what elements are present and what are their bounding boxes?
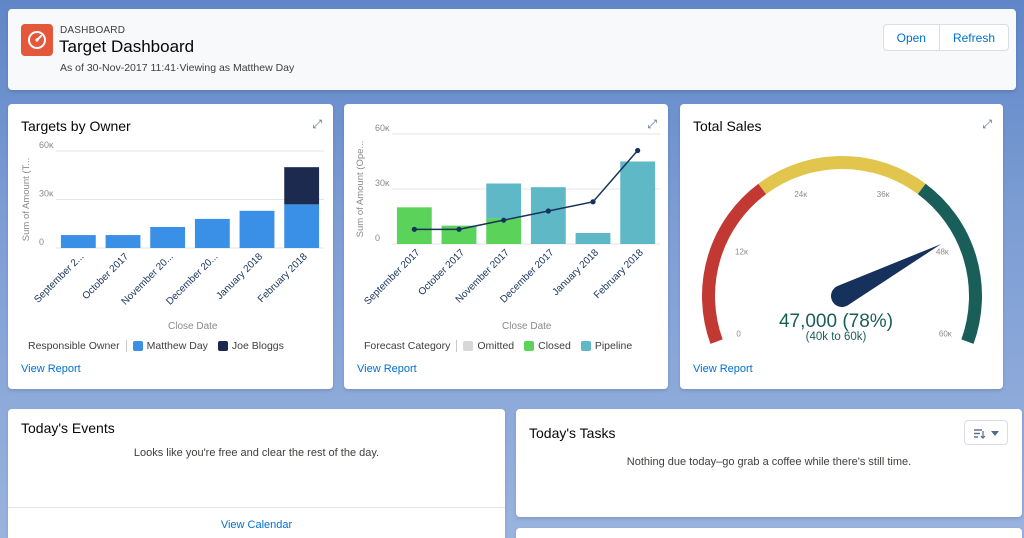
task-filter-button[interactable] [964,420,1008,445]
y-axis-title: Sum of Amount (T... [21,158,32,241]
total-sales-card: Total Sales ⤢ 0 12ĸ 24ĸ 36ĸ 48ĸ 60ĸ 47,000 (78… [680,104,1003,389]
bar-pipeline [620,161,656,244]
refresh-button[interactable]: Refresh [938,25,1008,50]
todays-tasks-card: Today's Tasks Nothing due today–go grab … [516,409,1022,517]
gauge-value: 47,000 (78%) [779,311,893,332]
tasks-empty-message: Nothing due today–go grab a coffee while… [626,456,912,468]
gauge-tick-label: 36ĸ [877,190,891,199]
trend-point [635,147,641,154]
gauge-band [702,183,767,344]
gauge-tick-label: 24ĸ [794,190,808,199]
y-tick-label: 60ĸ [39,140,54,150]
legend-label: Closed [538,340,571,352]
dashboard-header: DASHBOARD Target Dashboard As of 30-Nov-… [8,9,1016,90]
y-tick-label: 30ĸ [375,178,390,188]
bar-pipeline [486,183,522,219]
gauge-tick-label: 48ĸ [936,247,950,256]
bar-matthew-day [239,210,275,248]
card-title: Today's Tasks [529,425,616,441]
legend-label: Omitted [477,340,515,352]
legend-label: Matthew Day [146,340,208,352]
card-title: Total Sales [693,118,762,134]
todays-events-card: Today's Events Looks like you're free an… [8,409,505,538]
targets-by-owner-card: Targets by Owner ⤢ Sum of Amount (T... 60… [8,104,333,389]
trend-point [411,226,417,232]
y-axis-title: Sum of Amount (Ope... [355,141,366,238]
events-empty-message: Looks like you're free and clear the res… [133,447,380,459]
total-sales-gauge: 0 12ĸ 24ĸ 36ĸ 48ĸ 60ĸ 47,000 (78%)(40k to 60k) [702,156,982,344]
x-tick-label: September 2017 [362,247,422,307]
x-tick-label: September 2... [32,251,86,305]
x-axis-title: Close Date [502,321,552,332]
legend-item-closed[interactable]: Closed [524,340,571,352]
view-report-link[interactable]: View Report [693,363,753,375]
bar-pipeline [530,187,566,244]
card-title: Today's Events [21,420,115,436]
y-tick-label: 30ĸ [39,189,54,199]
legend-swatch [524,341,535,351]
gauge-band [917,183,982,344]
expand-icon[interactable]: ⤢ [312,117,322,131]
dashboard-icon [21,24,53,56]
trend-point [590,199,596,205]
gauge-range: (40k to 60k) [806,331,867,343]
card-footer [8,507,505,538]
legend-label: Pipeline [594,340,633,352]
view-report-link[interactable]: View Report [357,363,417,375]
open-button[interactable]: Open [883,25,939,50]
legend-label: Joe Bloggs [231,340,284,352]
card-title: Targets by Owner [21,118,131,134]
bar-matthew-day [284,204,320,248]
legend-swatch [217,341,228,351]
expand-icon[interactable]: ⤢ [647,117,657,131]
sort-icon [974,429,999,439]
next-card [516,528,1022,538]
bar-pipeline [575,233,611,244]
forecast-card: ⤢ Sum of Amount (Ope... 60ĸ 30ĸ 0 September … [344,104,668,389]
targets-chart: Sum of Amount (T... 60ĸ 30ĸ 0 September 2...… [21,140,324,307]
gauge-band [758,156,926,195]
header-button-group: Open Refresh [882,24,1009,51]
bar-matthew-day [194,218,230,248]
gauge-tick-label: 0 [736,330,741,339]
gauge-needle [831,243,942,307]
trend-point [545,208,551,214]
bar-closed [441,225,477,244]
bar-joe-bloggs [284,167,320,205]
legend: Responsible Owner Matthew Day Joe Bloggs [28,340,294,352]
legend-title: Responsible Owner [28,340,127,352]
bar-matthew-day [105,235,141,248]
legend-item-matthew[interactable]: Matthew Day [132,340,208,352]
legend-swatch [580,341,591,351]
legend-item-omitted[interactable]: Omitted [463,340,514,352]
header-eyebrow: DASHBOARD [60,25,126,36]
header-subtitle: As of 30-Nov-2017 11:41·Viewing as Matth… [60,62,295,74]
trend-line [414,150,639,231]
legend-item-pipeline[interactable]: Pipeline [580,340,633,352]
forecast-chart: Sum of Amount (Ope... 60ĸ 30ĸ 0 September 20… [355,123,660,307]
legend-item-joe[interactable]: Joe Bloggs [217,340,284,352]
gauge-tick-label: 60ĸ [939,330,953,339]
legend: Forecast Category Omitted Closed Pipelin… [364,340,642,352]
bar-closed [396,207,432,244]
legend-swatch [132,341,143,351]
legend-swatch [463,341,474,351]
view-calendar-link[interactable]: View Calendar [220,519,293,531]
y-tick-label: 60ĸ [375,123,390,133]
bar-matthew-day [60,235,96,248]
x-axis-title: Close Date [168,321,218,332]
y-tick-label: 0 [375,233,380,243]
expand-icon[interactable]: ⤢ [982,117,992,131]
y-tick-label: 0 [39,237,44,247]
page-title: Target Dashboard [59,37,195,56]
trend-point [456,226,462,232]
bar-matthew-day [150,226,186,248]
view-report-link[interactable]: View Report [21,363,81,375]
trend-point [501,217,507,223]
gauge-tick-label: 12ĸ [735,247,749,256]
legend-title: Forecast Category [364,340,458,352]
